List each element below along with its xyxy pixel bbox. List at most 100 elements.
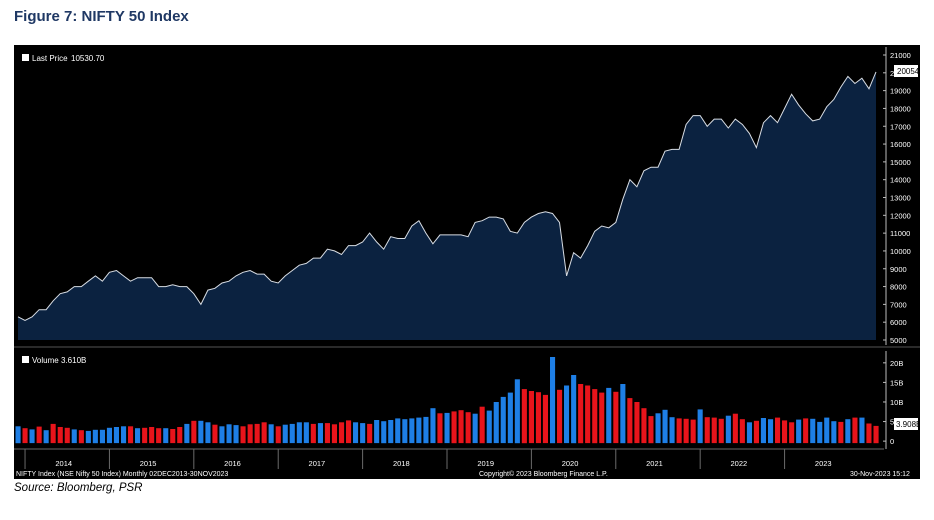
volume-bars — [15, 357, 879, 444]
volume-y-tick-label: 15B — [890, 378, 903, 387]
volume-bar — [873, 425, 879, 444]
price-legend-label: Last Price — [32, 54, 68, 63]
volume-bar — [655, 413, 661, 444]
volume-last-value: 3.908B — [896, 420, 920, 429]
volume-bar — [739, 419, 745, 444]
volume-bar — [514, 379, 520, 444]
volume-bar — [331, 424, 337, 444]
volume-bar — [831, 421, 837, 444]
volume-bar — [170, 429, 176, 444]
volume-bar — [92, 429, 98, 444]
price-legend-swatch — [22, 54, 29, 61]
volume-y-tick-label: 0 — [890, 437, 894, 446]
volume-bar — [353, 422, 359, 444]
x-tick-label: 2015 — [140, 459, 157, 468]
price-panel: Last Price 10530.70 5000 6000 7000 8000 9000… — [17, 47, 920, 345]
volume-bar — [261, 422, 267, 444]
volume-bar — [78, 430, 84, 444]
volume-bar — [852, 417, 858, 444]
volume-bar — [500, 396, 506, 444]
volume-bar — [634, 402, 640, 444]
volume-bar — [381, 421, 387, 444]
volume-bar — [789, 422, 795, 444]
volume-bar — [627, 398, 633, 444]
volume-bar — [289, 423, 295, 444]
x-tick-label: 2021 — [646, 459, 663, 468]
volume-bar — [760, 418, 766, 444]
volume-bar — [128, 426, 134, 444]
price-y-tick-label: 17000 — [890, 122, 911, 131]
figure-title: Figure 7: NIFTY 50 Index — [14, 8, 189, 25]
volume-bar — [564, 385, 570, 444]
volume-bar — [15, 426, 21, 444]
volume-bar — [810, 418, 816, 444]
volume-bar — [444, 412, 450, 444]
volume-bar — [507, 392, 513, 444]
volume-bar — [796, 419, 802, 444]
volume-bar — [416, 417, 422, 444]
volume-bar — [106, 427, 112, 444]
price-y-tick-label: 12000 — [890, 211, 911, 220]
volume-legend-swatch — [22, 356, 29, 363]
price-y-tick-label: 7000 — [890, 300, 907, 309]
volume-bar — [296, 422, 302, 444]
price-y-tick-label: 18000 — [890, 104, 911, 113]
volume-last-value-tag: 3.908B — [894, 418, 920, 430]
volume-bar — [732, 413, 738, 444]
footer-left: NIFTY Index (NSE Nifty 50 Index) Monthly… — [16, 471, 228, 478]
volume-bar — [451, 411, 457, 444]
price-y-tick-label: 14000 — [890, 176, 911, 185]
volume-bar — [430, 408, 436, 444]
volume-bar — [746, 422, 752, 444]
volume-bar — [254, 423, 260, 444]
volume-bar — [725, 415, 731, 444]
volume-bar — [817, 421, 823, 444]
volume-bar — [458, 410, 464, 444]
volume-bar — [437, 413, 443, 444]
volume-bar — [402, 419, 408, 444]
bloomberg-chart: Last Price 10530.70 5000 6000 7000 8000 9000… — [14, 45, 920, 479]
volume-bar — [472, 413, 478, 444]
price-y-tick-label: 10000 — [890, 247, 911, 256]
price-legend-value: 10530.70 — [71, 54, 105, 63]
price-y-tick-label: 6000 — [890, 318, 907, 327]
volume-bar — [99, 429, 105, 444]
volume-y-tick-label: 20B — [890, 359, 903, 368]
x-tick-label: 2020 — [562, 459, 579, 468]
volume-bar — [149, 427, 155, 444]
volume-bar — [324, 423, 330, 444]
price-last-value: 20054 — [897, 67, 920, 76]
volume-bar — [317, 423, 323, 444]
volume-bar — [768, 419, 774, 444]
volume-bar — [395, 418, 401, 444]
volume-bar — [247, 424, 253, 444]
volume-legend-label: Volume — [32, 356, 59, 365]
volume-bar — [648, 416, 654, 444]
volume-bar — [339, 422, 345, 444]
volume-bar — [142, 427, 148, 444]
volume-bar — [275, 426, 281, 444]
x-tick-label: 2022 — [731, 459, 748, 468]
volume-bar — [803, 418, 809, 444]
x-tick-label: 2023 — [815, 459, 832, 468]
volume-bar — [374, 420, 380, 444]
price-y-tick-label: 16000 — [890, 140, 911, 149]
x-tick-label: 2018 — [393, 459, 410, 468]
volume-bar — [113, 427, 119, 444]
volume-bar — [212, 424, 218, 444]
price-y-tick-label: 15000 — [890, 158, 911, 167]
volume-bar — [36, 426, 42, 444]
volume-bar — [423, 416, 429, 444]
volume-bar — [606, 387, 612, 444]
volume-bar — [690, 419, 696, 444]
volume-bar — [184, 423, 190, 444]
price-y-tick-label: 11000 — [890, 229, 910, 238]
volume-bar — [71, 429, 77, 444]
volume-bar — [409, 418, 415, 444]
volume-bar — [233, 425, 239, 444]
price-line — [17, 71, 877, 321]
volume-y-tick-label: 10B — [890, 398, 903, 407]
x-tick-label: 2017 — [309, 459, 326, 468]
volume-bar — [557, 389, 563, 444]
volume-bar — [268, 424, 274, 444]
